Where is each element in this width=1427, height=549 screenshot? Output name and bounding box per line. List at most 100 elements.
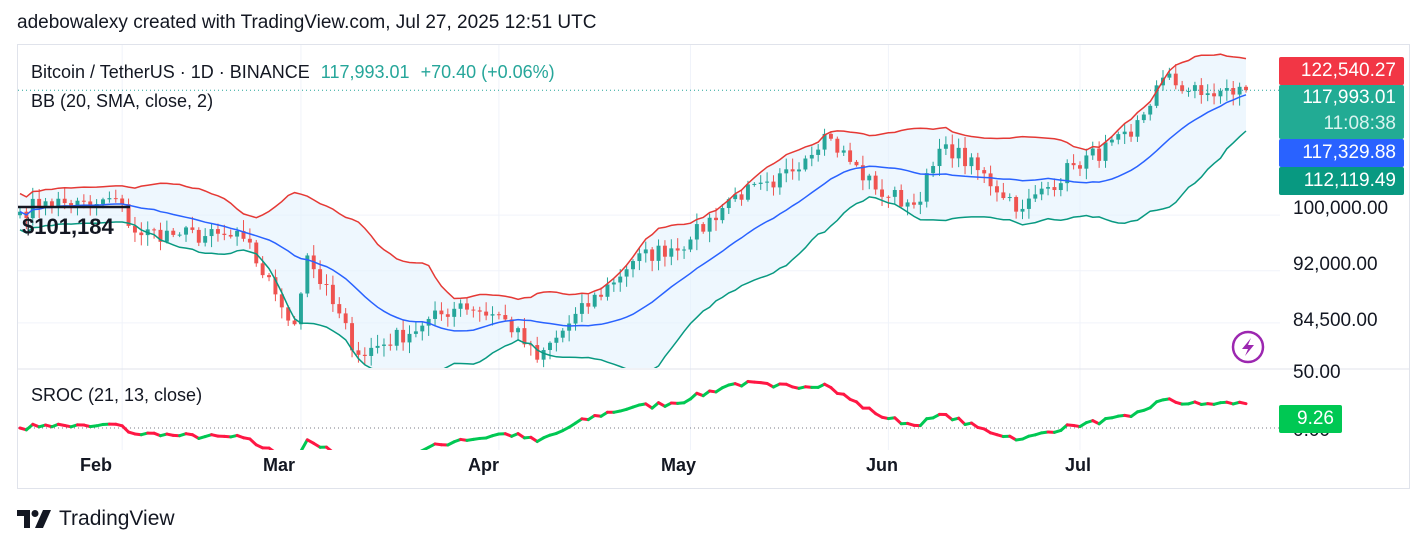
sroc-legend[interactable]: SROC (21, 13, close): [31, 385, 203, 405]
candle-body: [1192, 85, 1197, 91]
candle-body: [222, 233, 227, 235]
candle: [433, 301, 438, 327]
candle-body: [490, 314, 495, 316]
candle-body: [267, 275, 272, 278]
candle-body: [988, 173, 993, 187]
candle: [503, 304, 508, 321]
candle: [426, 316, 431, 336]
candle-body: [139, 232, 144, 236]
tradingview-brand[interactable]: TradingView: [17, 507, 175, 531]
candle-body: [101, 199, 105, 204]
symbol-label: Bitcoin / TetherUS · 1D · BINANCE: [31, 62, 310, 82]
candle: [835, 136, 840, 158]
axis-label-84500: 84,500.00: [1293, 310, 1378, 331]
candle: [988, 165, 993, 196]
candle: [388, 333, 393, 351]
candle: [969, 153, 974, 175]
chart-frame[interactable]: [17, 44, 1410, 489]
candle-body: [950, 144, 955, 159]
candle-body: [541, 349, 546, 360]
candle: [484, 302, 489, 321]
candle: [152, 227, 157, 239]
candle-body: [503, 315, 508, 320]
candle: [1033, 185, 1038, 203]
candle-body: [765, 181, 770, 183]
candle: [413, 322, 418, 338]
candle-body: [496, 314, 501, 316]
candle-body: [279, 294, 284, 308]
candle-body: [790, 169, 795, 172]
candle: [848, 142, 853, 165]
candle-body: [841, 150, 846, 153]
bb-legend[interactable]: BB (20, SMA, close, 2): [31, 91, 214, 111]
candle: [203, 228, 208, 247]
candle-body: [771, 181, 776, 188]
candle: [458, 299, 463, 317]
candle: [662, 240, 667, 267]
candle: [420, 321, 425, 341]
candle-body: [848, 150, 853, 162]
sroc-segment: [420, 449, 424, 450]
candle: [541, 347, 546, 368]
candle: [209, 223, 214, 248]
candle: [184, 225, 188, 242]
sroc-segment: [300, 449, 302, 450]
bb-lower-tag: 112,119.49: [1279, 167, 1404, 195]
candle-body: [471, 309, 476, 311]
candle: [1058, 178, 1063, 197]
candle-body: [573, 313, 578, 324]
sroc-segment: [371, 462, 377, 463]
candle-body: [548, 342, 552, 350]
candle-body: [439, 310, 444, 315]
candle-body: [107, 198, 112, 200]
month-label-mar: Mar: [263, 455, 296, 475]
candle-body: [797, 169, 801, 172]
candle-body: [905, 202, 910, 207]
candle-body: [1078, 165, 1082, 169]
candle-body: [931, 166, 936, 174]
symbol-legend[interactable]: Bitcoin / TetherUS · 1D · BINANCE 117,99…: [31, 62, 555, 83]
candle-body: [1103, 142, 1108, 161]
candle-body: [631, 261, 635, 270]
candle-body: [1141, 114, 1146, 121]
candle-body: [924, 173, 929, 202]
candle-body: [714, 217, 718, 221]
candle: [1218, 88, 1223, 104]
candle: [822, 128, 827, 156]
candle: [701, 222, 706, 234]
candle: [669, 239, 674, 266]
candle-body: [120, 198, 125, 205]
candle-body: [381, 344, 386, 346]
candle-body: [803, 158, 808, 170]
candle-body: [452, 308, 457, 317]
candle: [560, 328, 565, 343]
candle: [624, 265, 629, 287]
lightning-icon[interactable]: [1231, 330, 1265, 364]
candle-body: [509, 319, 514, 333]
candle: [599, 287, 604, 301]
sroc-segment: [390, 455, 396, 460]
axis-label-50: 50.00: [1293, 362, 1341, 383]
candle-body: [394, 329, 399, 346]
candle-body: [720, 208, 725, 221]
candle-body: [1186, 90, 1191, 92]
candle-body: [113, 198, 118, 200]
candle-body: [465, 303, 469, 310]
candle-body: [886, 196, 891, 198]
candle-body: [1090, 148, 1095, 156]
candle: [171, 228, 176, 238]
candle-body: [62, 198, 67, 204]
candle-body: [362, 354, 367, 356]
candle-body: [43, 201, 48, 208]
candle-body: [522, 328, 527, 345]
candle-body: [567, 323, 572, 331]
candle-body: [88, 201, 93, 207]
candle-body: [1097, 148, 1102, 161]
candle: [854, 159, 859, 167]
candle-body: [726, 199, 731, 209]
candle: [631, 259, 635, 278]
candle: [1007, 193, 1012, 202]
candle-body: [579, 303, 584, 314]
candle-body: [247, 238, 252, 243]
